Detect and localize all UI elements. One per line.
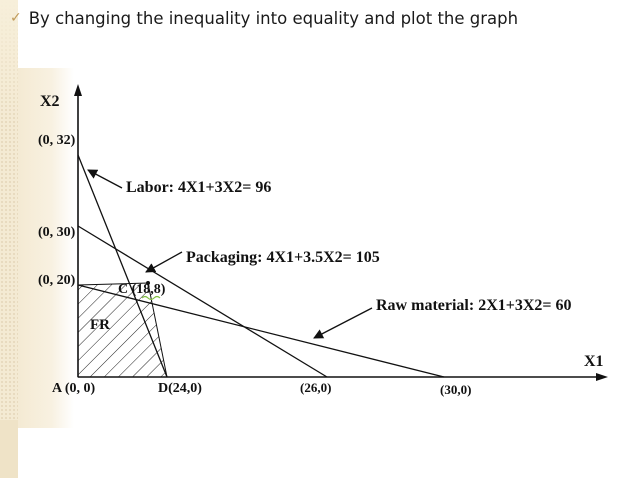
point-0-20-label: (0, 20): [38, 273, 76, 288]
point-d-label: D(24,0): [158, 381, 202, 396]
card-shadow-edge: [18, 68, 74, 428]
labor-pointer: [87, 169, 123, 189]
bullet-line: ✓ By changing the inequality into equali…: [10, 6, 518, 30]
point-origin-label: A (0, 0): [52, 381, 96, 396]
point-0-32-label: (0, 32): [38, 133, 76, 148]
packaging-line: [77, 225, 328, 378]
raw-material-constraint-label: Raw material: 2X1+3X2= 60: [376, 297, 572, 314]
x-axis-arrow-icon: [596, 373, 608, 381]
labor-constraint-label: Labor: 4X1+3X2= 96: [126, 179, 271, 196]
y-axis-label: X2: [40, 93, 60, 110]
raw-material-line: [77, 284, 445, 378]
bullet-text: By changing the inequality into equality…: [28, 8, 519, 28]
x-axis-label: X1: [584, 353, 604, 370]
checkmark-icon: ✓: [10, 10, 22, 26]
y-axis-arrow-icon: [74, 84, 82, 96]
point-30-0-label: (30,0): [440, 382, 471, 397]
highlight-squiggle: [141, 295, 161, 301]
point-c-label: C (18,8): [118, 282, 166, 297]
raw-material-pointer: [313, 307, 373, 339]
region-label: FR: [90, 317, 110, 333]
labor-line: [77, 154, 168, 378]
point-26-0-label: (26,0): [300, 380, 331, 395]
point-c-marker: [146, 281, 150, 285]
packaging-pointer: [145, 251, 183, 273]
point-0-30-label: (0, 30): [38, 225, 76, 240]
slide-card: [18, 0, 638, 478]
packaging-constraint-label: Packaging: 4X1+3.5X2= 105: [186, 249, 380, 266]
